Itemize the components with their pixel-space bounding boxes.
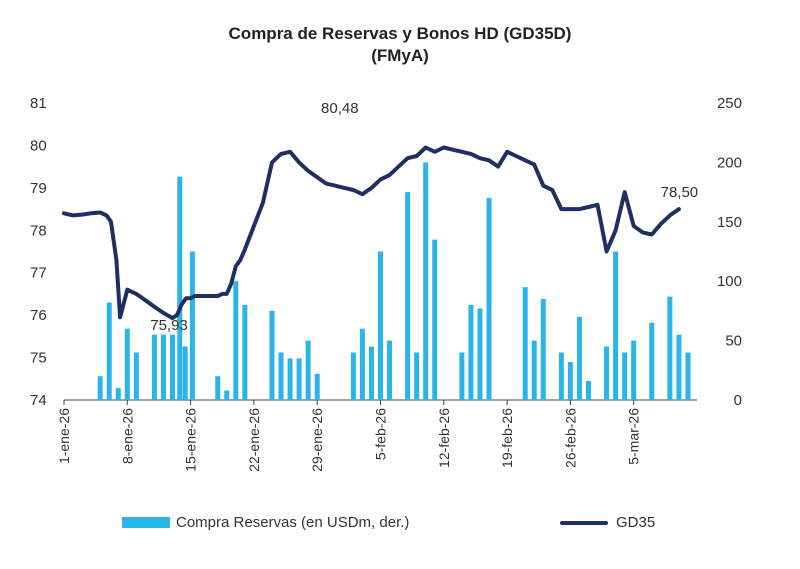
reserve-bar <box>133 352 139 400</box>
reserve-bar <box>350 352 356 400</box>
legend-swatch-bar <box>122 517 170 528</box>
reserve-bar <box>151 334 157 400</box>
reserve-bar <box>177 176 183 400</box>
reserve-bar <box>432 239 438 400</box>
reserve-bar <box>414 352 420 400</box>
reserve-bar <box>667 296 673 400</box>
left-tick-label: 78 <box>30 222 47 239</box>
reserve-bar <box>368 346 374 400</box>
reserve-bar <box>97 376 103 400</box>
data-label: 80,48 <box>321 100 359 117</box>
chart-title: Compra de Reservas y Bonos HD (GD35D) <box>228 24 572 43</box>
reserve-bar <box>558 352 564 400</box>
right-tick-label: 100 <box>717 273 742 290</box>
legend-item-gd35: GD35 <box>560 514 655 531</box>
reserve-bar <box>576 316 582 400</box>
reserve-bar <box>387 340 393 400</box>
reserve-bar <box>160 334 166 400</box>
right-tick-label: 0 <box>734 392 742 409</box>
reserve-bar <box>649 322 655 400</box>
right-tick-label: 200 <box>717 154 742 171</box>
reserve-bar <box>106 302 112 400</box>
reserve-bar <box>278 352 284 400</box>
reserve-bar <box>676 334 682 400</box>
reserve-bar <box>115 388 121 400</box>
reserve-bar <box>314 373 320 400</box>
reserve-bar <box>522 287 528 400</box>
reserve-bar <box>540 299 546 400</box>
reserve-bar <box>296 358 302 400</box>
left-tick-label: 80 <box>30 137 47 154</box>
reserve-bar <box>423 162 429 400</box>
x-tick-label: 29-ene-26 <box>309 408 325 472</box>
x-tick-label: 5-mar-26 <box>626 408 642 465</box>
data-label: 78,50 <box>661 184 699 201</box>
x-tick-label: 26-feb-26 <box>562 408 578 468</box>
reserve-bar <box>189 251 195 400</box>
reserve-bar <box>585 380 591 400</box>
reserve-bar <box>215 376 221 400</box>
legend-label-reserves: Compra Reservas (en USDm, der.) <box>176 514 410 531</box>
reserve-bar <box>486 198 492 400</box>
data-label: 75,93 <box>150 317 188 334</box>
reserve-bar <box>685 352 691 400</box>
x-tick-label: 8-ene-26 <box>119 408 135 464</box>
reserve-bar <box>405 192 411 400</box>
x-tick-label: 12-feb-26 <box>436 408 452 468</box>
left-tick-label: 81 <box>30 95 47 112</box>
legend-item-reserves: Compra Reservas (en USDm, der.) <box>122 514 409 531</box>
reserve-bar <box>269 310 275 400</box>
right-tick-label: 250 <box>717 95 742 112</box>
reserve-bar <box>613 251 619 400</box>
gd35-line <box>62 145 681 321</box>
reserve-bar <box>378 251 383 400</box>
reserve-bar <box>124 328 130 400</box>
reserve-bar <box>459 352 465 400</box>
x-tick-label: 1-ene-26 <box>56 408 72 464</box>
left-tick-label: 75 <box>30 350 47 367</box>
reserve-bar <box>287 358 293 400</box>
legend-swatch-line <box>560 520 608 525</box>
left-tick-label: 76 <box>30 307 47 324</box>
chart-subtitle: (FMyA) <box>371 46 429 65</box>
x-tick-label: 5-feb-26 <box>373 408 389 460</box>
reserve-bar <box>224 390 230 400</box>
reserve-bar <box>531 340 537 400</box>
reserve-bar <box>477 308 483 400</box>
legend-label-gd35: GD35 <box>616 514 656 531</box>
reserve-bar <box>170 334 176 400</box>
reserve-bar <box>631 340 637 400</box>
right-tick-label: 50 <box>725 333 742 350</box>
reserve-bar <box>622 352 628 400</box>
reserve-bar <box>604 346 610 400</box>
reserve-bar <box>359 328 365 400</box>
x-tick-label: 15-ene-26 <box>183 408 199 472</box>
reserve-bar <box>233 281 239 400</box>
reserve-bar <box>242 304 248 400</box>
left-tick-label: 77 <box>30 265 47 282</box>
x-tick-label: 22-ene-26 <box>246 408 262 472</box>
right-tick-label: 150 <box>717 214 742 231</box>
reserve-bar <box>182 346 188 400</box>
reserve-bar <box>468 304 474 400</box>
x-tick-label: 19-feb-26 <box>499 408 515 468</box>
left-tick-label: 74 <box>30 392 47 409</box>
left-tick-label: 79 <box>30 180 47 197</box>
reserve-bar <box>567 361 573 400</box>
reserve-bar <box>305 340 311 400</box>
